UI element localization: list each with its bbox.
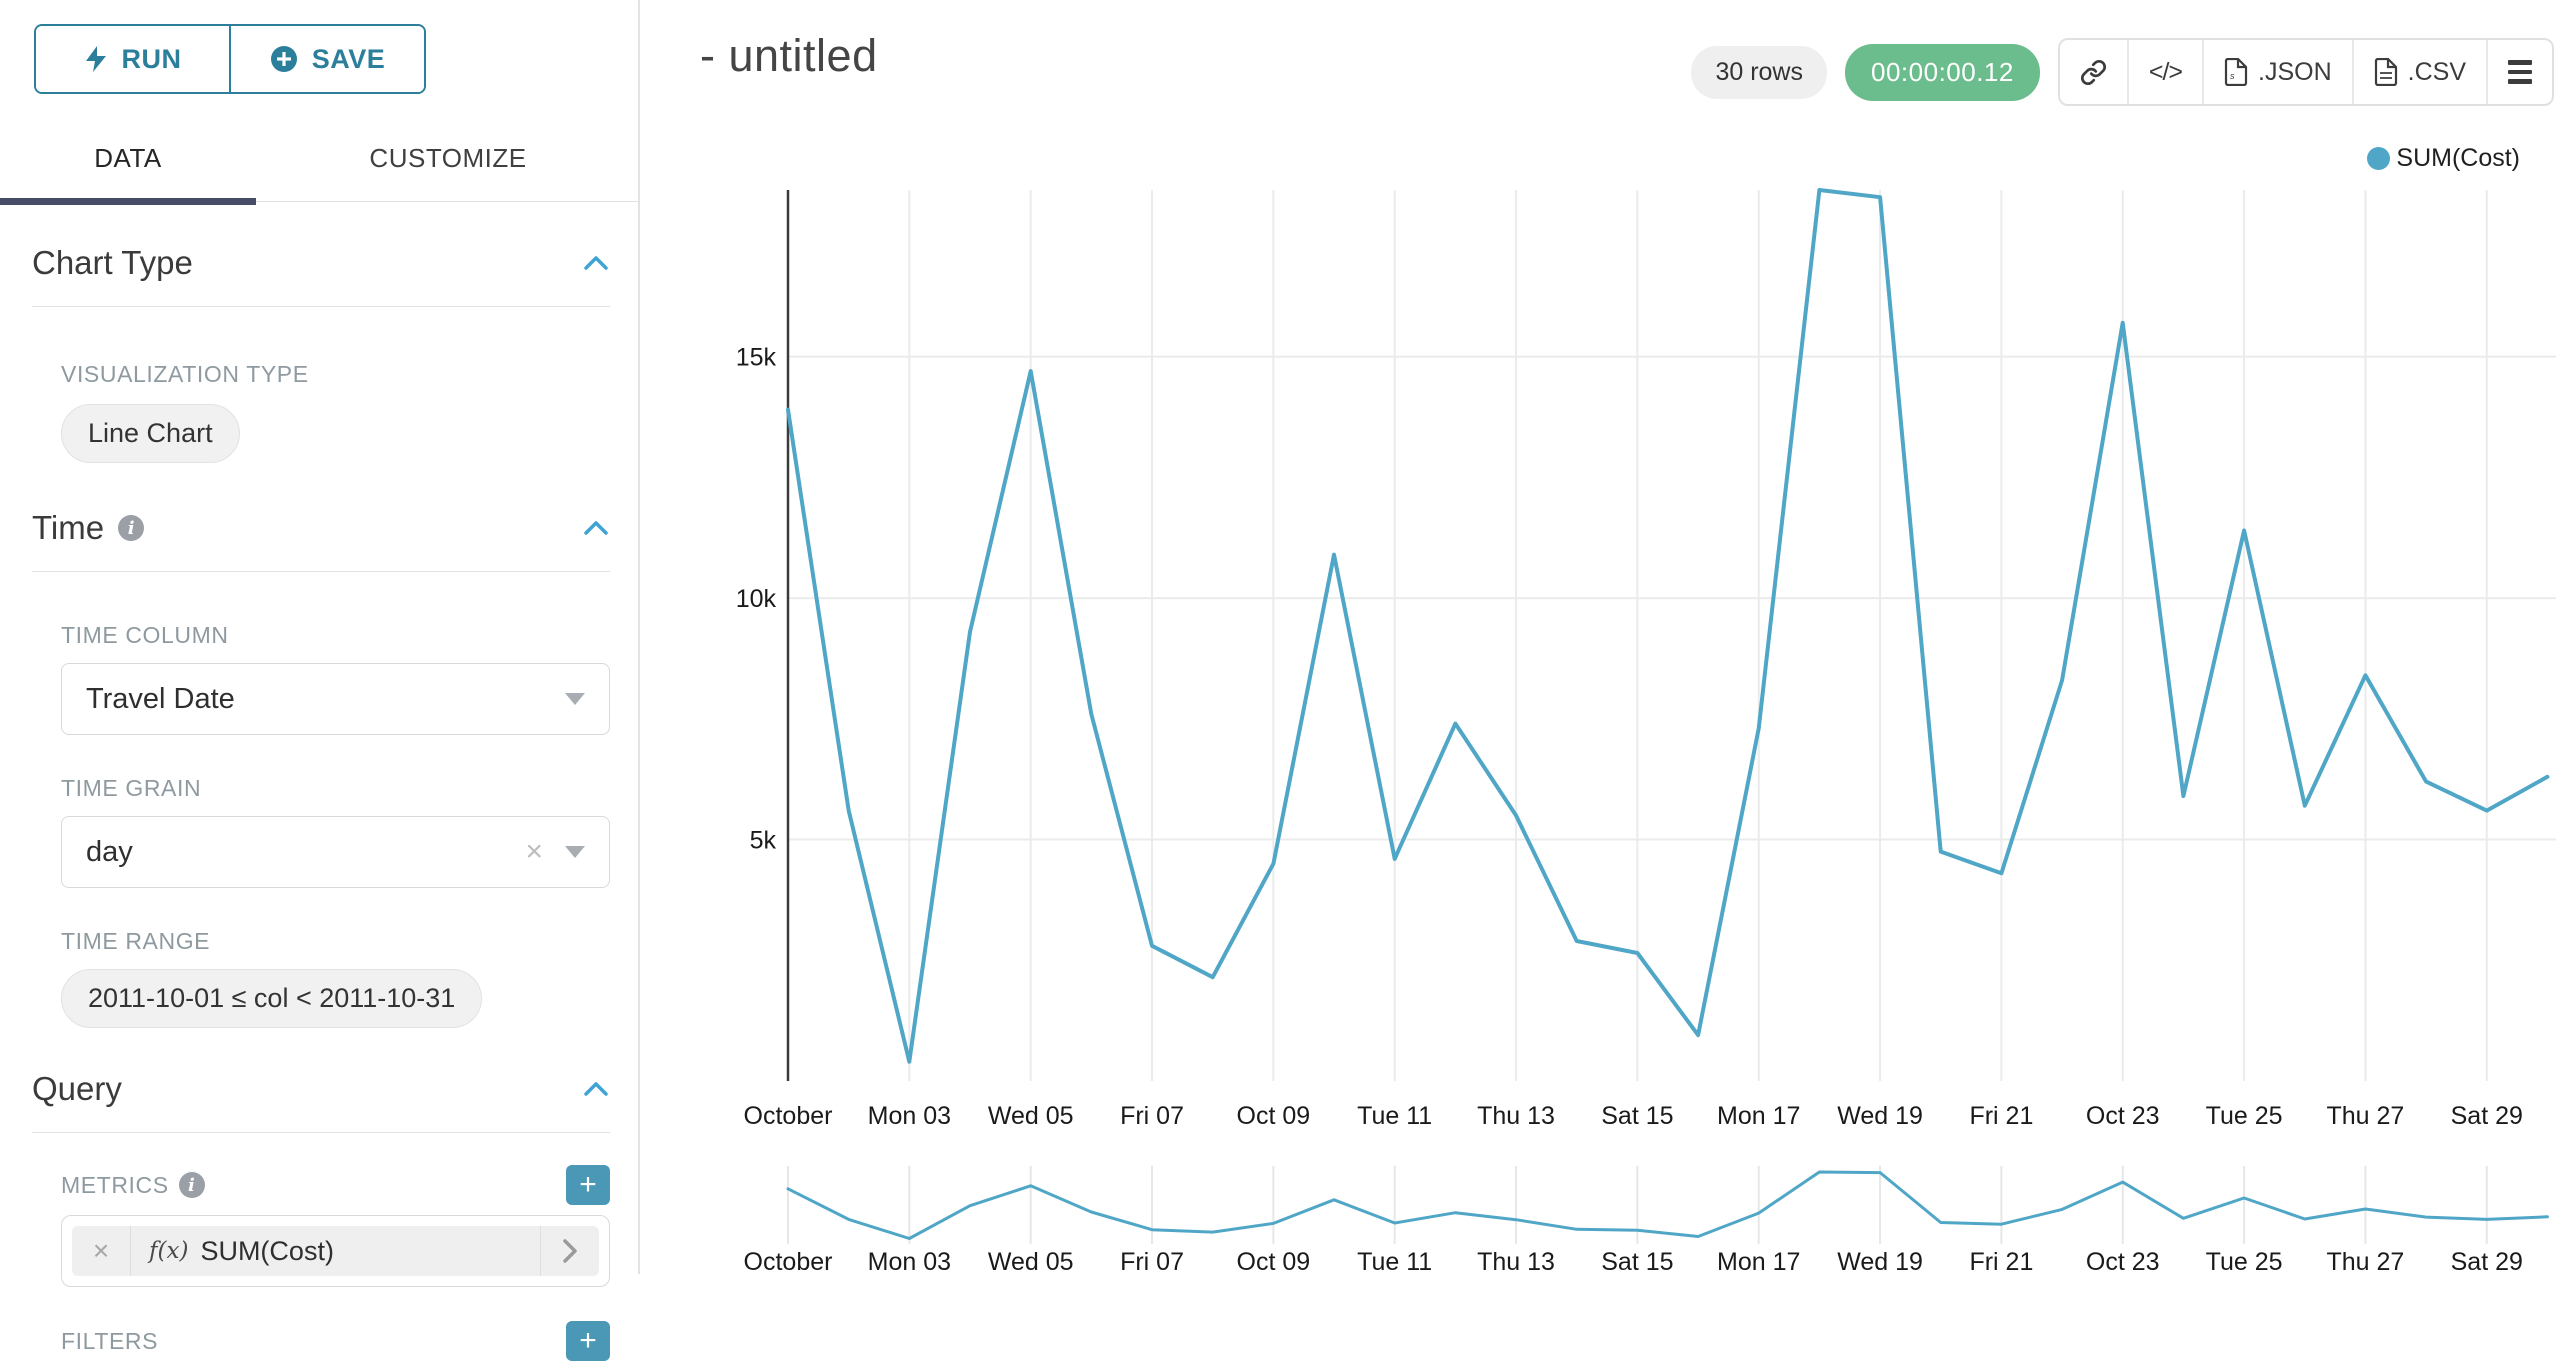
- short-link-button[interactable]: [2059, 40, 2127, 104]
- bolt-icon: [85, 46, 106, 72]
- query-timer-badge: 00:00:00.12: [1845, 43, 2040, 101]
- save-button[interactable]: SAVE: [229, 26, 424, 92]
- viz-type-pill[interactable]: Line Chart: [61, 404, 240, 463]
- chart-panel: - untitled 30 rows 00:00:00.12 </> s .JS…: [642, 0, 2576, 1274]
- export-json-button[interactable]: s .JSON: [2202, 40, 2352, 104]
- chart-toolbar: 30 rows 00:00:00.12 </> s .JSON: [1691, 38, 2554, 106]
- chart-title[interactable]: - untitled: [700, 30, 878, 81]
- link-icon: [2080, 59, 2106, 85]
- divider: [32, 306, 610, 307]
- info-icon[interactable]: i: [118, 515, 145, 541]
- clear-icon[interactable]: ×: [525, 835, 543, 868]
- tab-customize-label: CUSTOMIZE: [369, 143, 527, 173]
- time-section-title: Time: [32, 509, 105, 546]
- chevron-up-icon[interactable]: [582, 1079, 610, 1099]
- chevron-up-icon[interactable]: [582, 253, 610, 273]
- row-count-badge: 30 rows: [1691, 45, 1827, 99]
- json-button-label: .JSON: [2258, 57, 2332, 86]
- embed-code-button[interactable]: </>: [2126, 40, 2203, 104]
- chevron-up-icon[interactable]: [582, 518, 610, 538]
- export-button-group: </> s .JSON .CSV: [2057, 38, 2554, 106]
- caret-down-icon: [565, 846, 585, 858]
- divider: [32, 1132, 610, 1133]
- chart-type-section-title: Chart Type: [32, 244, 193, 281]
- time-column-select[interactable]: Travel Date: [61, 663, 610, 735]
- time-range-label: TIME RANGE: [61, 928, 211, 954]
- add-metric-button[interactable]: +: [566, 1165, 610, 1205]
- filters-label: FILTERS: [61, 1327, 159, 1354]
- save-button-label: SAVE: [311, 43, 386, 74]
- svg-text:s: s: [2230, 71, 2235, 81]
- chevron-right-icon[interactable]: [541, 1226, 599, 1276]
- query-section: Query METRICS i + ×: [0, 1070, 640, 1361]
- time-section: Time i TIME COLUMN Travel Date TIME GRAI…: [0, 509, 640, 1028]
- metric-value: SUM(Cost): [200, 1235, 334, 1266]
- tab-customize[interactable]: CUSTOMIZE: [256, 116, 640, 201]
- code-icon: </>: [2148, 57, 2183, 86]
- time-range-pill[interactable]: 2011-10-01 ≤ col < 2011-10-31: [61, 969, 483, 1028]
- metric-pill[interactable]: × f(x) SUM(Cost): [72, 1226, 599, 1276]
- remove-metric-icon[interactable]: ×: [92, 1235, 110, 1266]
- tab-data-label: DATA: [94, 143, 162, 173]
- run-button[interactable]: RUN: [36, 26, 229, 92]
- control-panel-sidebar: RUN SAVE DATA CUSTOMIZE Chart Type: [0, 0, 640, 1361]
- chart-menu-button[interactable]: [2486, 40, 2552, 104]
- time-grain-label: TIME GRAIN: [61, 775, 202, 801]
- tab-data[interactable]: DATA: [0, 116, 256, 205]
- run-button-label: RUN: [121, 43, 182, 74]
- chart-type-section: Chart Type VISUALIZATION TYPE Line Chart: [0, 244, 640, 463]
- time-grain-select[interactable]: day ×: [61, 816, 610, 888]
- csv-button-label: .CSV: [2407, 57, 2466, 86]
- query-section-title: Query: [32, 1070, 122, 1107]
- run-save-button-group: RUN SAVE: [34, 24, 426, 94]
- legend-label: SUM(Cost): [2396, 144, 2520, 172]
- time-column-value: Travel Date: [86, 682, 235, 715]
- export-csv-button[interactable]: .CSV: [2351, 40, 2486, 104]
- hamburger-icon: [2508, 60, 2532, 84]
- divider: [32, 571, 610, 572]
- metrics-label: METRICS: [61, 1171, 169, 1198]
- active-tab-underline: [0, 198, 256, 205]
- legend-item[interactable]: SUM(Cost): [2367, 144, 2520, 173]
- fx-icon: f(x): [149, 1238, 189, 1264]
- add-filter-button[interactable]: +: [566, 1321, 610, 1361]
- caret-down-icon: [565, 693, 585, 705]
- file-icon: [2374, 58, 2397, 86]
- info-icon[interactable]: i: [178, 1172, 205, 1198]
- file-icon: s: [2224, 58, 2248, 86]
- legend-swatch: [2367, 147, 2391, 170]
- sidebar-tabs: DATA CUSTOMIZE: [0, 116, 640, 205]
- viz-type-label: VISUALIZATION TYPE: [61, 361, 309, 387]
- metrics-box: × f(x) SUM(Cost): [61, 1215, 610, 1287]
- time-column-label: TIME COLUMN: [61, 622, 229, 648]
- time-grain-value: day: [86, 835, 133, 868]
- plus-circle-icon: [270, 46, 297, 72]
